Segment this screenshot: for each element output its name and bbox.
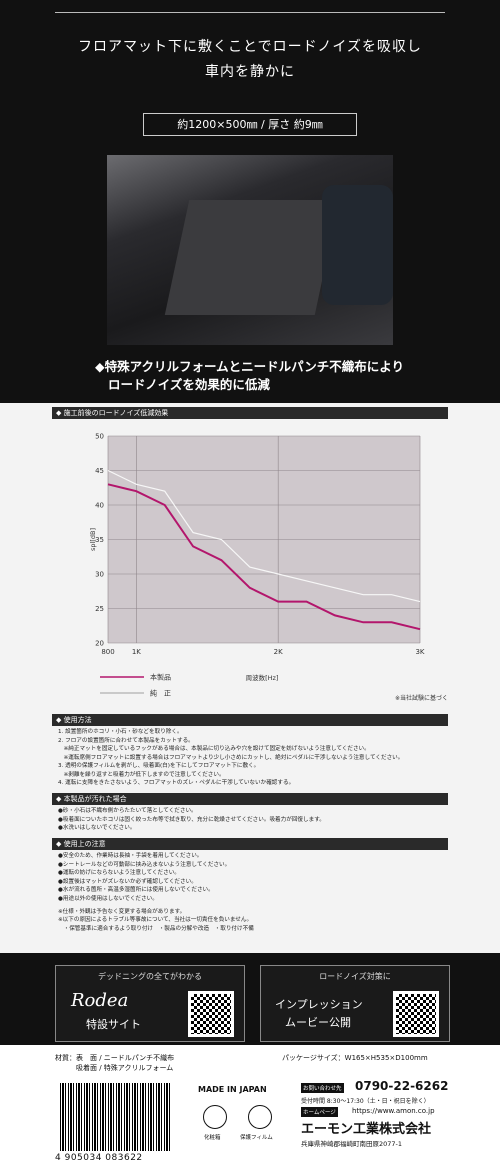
section-header: ◆ 使用上の注意 — [52, 838, 448, 850]
x-tick-label: 1K — [132, 648, 141, 656]
headline: 車内を静かに — [205, 64, 295, 80]
icon — [203, 1105, 227, 1129]
company: エーモン工業株式会社 — [301, 1122, 432, 1137]
section-item: ●安全のため、作業時は長袖・手袋を着用してください。 — [58, 853, 203, 859]
x-tick-label: 2K — [274, 648, 283, 656]
link-box: デッドニングの全てがわかる Rodea 特設サイト — [55, 965, 245, 1042]
note: ※以下の原因によるトラブル等事故について、当社は一切責任を負いません。 — [58, 917, 253, 923]
note: ・保管基準に適合するよう取り付け ・製品の分解や改造 ・取り付け不備 — [58, 925, 254, 932]
feature-text: ◆特殊アクリルフォームとニードルパンチ不織布により — [95, 359, 404, 374]
y-tick-label: 50 — [95, 433, 104, 441]
qr-code — [188, 991, 234, 1037]
section-header: ◆ 使用方法 — [52, 714, 448, 726]
section-item: ●用途以外の使用はしないでください。 — [58, 895, 158, 902]
package-size: パッケージサイズ：W165×H535×D100mm — [282, 1054, 428, 1062]
y-tick-label: 40 — [95, 502, 104, 510]
feature-text: ロードノイズを効果的に低減 — [108, 377, 270, 392]
y-tick-label: 30 — [95, 571, 104, 579]
y-tick-label: 20 — [95, 640, 104, 648]
section-item: ●運転の妨げにならないよう注意してください。 — [58, 870, 180, 876]
qr-code — [393, 991, 439, 1037]
material: 材質：表 面 / ニードルパンチ不織布 — [55, 1054, 175, 1062]
section-item: ●水が流れる箇所・高温多湿箇所には使用しないでください。 — [58, 887, 214, 893]
contact-label: お問い合わせ先 — [301, 1083, 344, 1093]
legend-label: 純 正 — [150, 689, 171, 698]
link-title: ムービー公開 — [285, 1016, 351, 1029]
x-tick-label: 800 — [101, 648, 114, 656]
link-box: ロードノイズ対策に インプレッション ムービー公開 — [260, 965, 450, 1042]
legend-label: 本製品 — [150, 673, 171, 682]
link-title: 特設サイト — [86, 1018, 141, 1031]
section-item: 4. 運転に支障をきたさないよう、フロアマットのズレ・ペダルに干渉していないか確… — [58, 780, 295, 786]
link-caption: ロードノイズ対策に — [319, 972, 391, 981]
url: https://www.amon.co.jp — [352, 1107, 435, 1115]
x-tick-label: 3K — [415, 648, 424, 656]
rule — [55, 12, 445, 13]
section-item: ●設置後はマットがズレないか必ず確認してください。 — [58, 878, 197, 885]
section-header: ◆ 施工前後のロードノイズ低減効果 — [52, 407, 448, 419]
section-item: ※純正マットを固定しているフックがある場合は、本製品に切り込みや穴を設けて固定を… — [58, 746, 370, 752]
phone: 0790-22-6262 — [355, 1079, 449, 1093]
link-caption: デッドニングの全てがわかる — [98, 972, 202, 981]
footer: 材質：表 面 / ニードルパンチ不織布 吸着面 / 特殊アクリルフォーム パッケ… — [0, 1045, 500, 1176]
origin: MADE IN JAPAN — [198, 1085, 267, 1094]
sections: ◆ 使用方法 1. 設置箇所のホコリ・小石・砂などを取り除く。 2. フロアの設置箇… — [0, 714, 500, 933]
material: 吸着面 / 特殊アクリルフォーム — [55, 1064, 174, 1072]
y-tick-label: 25 — [95, 605, 104, 613]
barcode — [60, 1083, 170, 1151]
y-axis-label: spl[dB] — [89, 528, 97, 551]
section-item: 1. 設置箇所のホコリ・小石・砂などを取り除く。 — [58, 729, 183, 735]
x-axis-label: 周波数[Hz] — [246, 673, 279, 682]
barcode-digits: 4 905034 083622 — [55, 1153, 143, 1163]
note: ※当社試験に基づく — [395, 694, 448, 702]
mat — [164, 200, 340, 315]
icon-label: 化粧箱 — [204, 1135, 221, 1141]
section-item: ●砂・小石は不織布側からたたいて落としてください。 — [58, 808, 197, 814]
series-line — [107, 483, 421, 631]
section-header: ◆ 本製品が汚れた場合 — [52, 793, 448, 805]
link-title: インプレッション — [275, 998, 363, 1011]
y-tick-label: 45 — [95, 467, 104, 475]
section-item: ●吸着面についたホコリは固く絞った布等で拭き取り、充分に乾燥させてください。吸着… — [58, 816, 325, 823]
headline: フロアマット下に敷くことでロードノイズを吸収し — [78, 39, 422, 55]
section-item: 3. 透明の保護フィルムを剥がし、吸着面(白)を下にしてフロアマット下に敷く。 — [58, 763, 260, 769]
section-item: 2. フロアの設置箇所に合わせて本製品をカットする。 — [58, 737, 194, 744]
section-item: ※剥離を繰り返すと吸着力が低下しますので注意してください。 — [58, 771, 225, 778]
link-title: Rodea — [71, 990, 129, 1011]
section-item: ●水洗いはしないでください。 — [58, 825, 136, 831]
address: 兵庫県神崎郡福崎町南田原2077-1 — [301, 1140, 403, 1148]
icon-label: 保護フィルム — [240, 1135, 273, 1141]
y-tick-label: 35 — [95, 536, 104, 544]
series-line — [107, 469, 421, 603]
icon — [248, 1105, 272, 1129]
chart: 20 25 30 35 40 45 50 800 1K 2K 3K 周波数[Hz] spl[dB] ※当社… — [89, 433, 448, 703]
section-item: ※運転席側フロアマットに設置する場合はフロアマットより少し小さめにカットし、絶対… — [58, 754, 404, 761]
section-item: ●シートレールなどの可動部に挟み込まないよう注意してください。 — [58, 861, 231, 868]
info-panel: ◆ 施工前後のロードノイズ低減効果 20 25 30 35 40 45 50 800 1K 2K 3… — [0, 403, 500, 953]
hours: 受付時間 8:30〜17:30（土・日・祝日を除く） — [301, 1098, 430, 1105]
note: ※仕様・外観は予告なく変更する場合があります。 — [58, 908, 186, 915]
seat — [322, 185, 393, 305]
product-photo — [107, 155, 393, 345]
size-badge: 約1200×500㎜ / 厚さ 約9㎜ — [143, 113, 357, 136]
web-label: ホームページ — [301, 1107, 338, 1117]
